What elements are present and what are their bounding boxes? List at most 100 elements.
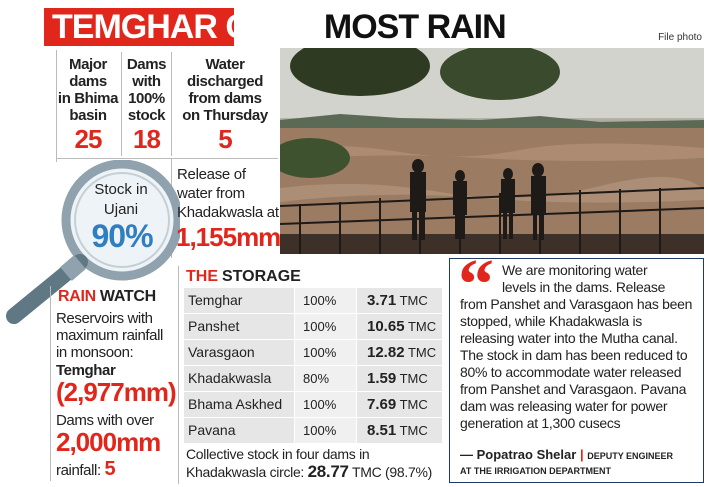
stat-label-line: with [132,73,161,90]
stat-discharged-label: Water discharged from dams on Thursday [172,56,278,124]
dam-percent: 100% [295,340,356,365]
tmc-value: 10.65 [367,318,405,335]
stat-divider [171,52,172,156]
storage-table: Temghar 100% 3.71 TMC Panshet 100% 10.65 TMC… [184,288,442,444]
dam-percent: 100% [295,392,356,417]
dam-tmc: 12.82 TMC [357,340,442,365]
release-label-line: Release of [177,166,246,183]
stat-label-line: Major [68,56,107,73]
ujani-label: Stock in Ujani [86,180,156,220]
headline-highlight [44,8,234,46]
storage-heading-red: THE [186,268,218,285]
dam-percent: 100% [295,314,356,339]
quote-line: releasing water into the Mutha canal. [460,330,678,346]
rain-watch-heading-dark: WATCH [99,288,156,305]
quote-text: We are monitoring water levels in the da… [460,262,698,432]
ujani-label-line: Stock in [94,181,148,198]
stat-label-line: from dams [188,90,262,107]
stat-label-line: 100% [128,90,165,107]
quote-box [449,258,704,483]
stat-full-dams-value: 18 [133,124,161,154]
rain-max-value: (2,977mm) [56,377,177,407]
quote-line-text: levels in the dams. Release [502,279,666,295]
tmc-value: 12.82 [367,344,405,361]
stat-discharged-value: 5 [218,124,232,154]
dam-tmc: 3.71 TMC [357,288,442,313]
tmc-unit: TMC [407,345,437,360]
rain-watch-heading-red: RAIN [58,288,96,305]
dam-tmc: 1.59 TMC [357,366,442,391]
author-name: — Popatrao Shelar [460,447,577,462]
quote-line: from Panshet and Varasgaon. Pavana [460,381,687,397]
tmc-value: 7.69 [367,396,397,413]
quote-line: 80% to accommodate water released [460,364,682,380]
stat-major-dams-label: Major dams in Bhima basin [56,56,120,124]
stat-label-line: basin [69,107,107,124]
dam-tmc: 10.65 TMC [357,314,442,339]
collective-value: 28.77 [307,462,349,481]
rain-watch-rule [50,286,51,481]
headline-part-2: MOST RAIN [323,8,507,46]
quote-line: generation at 1,300 cusecs [460,415,621,431]
ujani-label-line: Ujani [103,201,139,218]
dam-name: Pavana [184,418,294,443]
stat-label-line: dams [69,73,107,90]
magnifier-icon [6,160,180,324]
dam-photo-illustration [280,48,704,254]
tmc-unit: TMC [399,293,428,308]
photo-credit: File photo [658,32,702,43]
collective-prefix: Khadakwasla circle: [186,464,305,480]
quote-line: stopped, while Khadakwasla is [460,313,642,329]
ujani-value: 90% [91,218,153,254]
tmc-value: 8.51 [367,422,397,439]
rain-max-label-line: maximum rainfall [56,327,163,344]
rain-count-line: rainfall: 5 [56,459,116,479]
frame-line [56,50,57,162]
headline: TEMGHAR GETS MOST RAIN [52,6,507,48]
quote-line: We are monitoring water [460,262,698,279]
tmc-unit: TMC [399,397,428,412]
quote-line: dam was releasing water for power [460,398,668,414]
quote-mark-icon: “ [458,244,494,324]
quote-author: — Popatrao Shelar | DEPUTY ENGINEER [460,447,673,462]
dam-photo [280,48,704,254]
tmc-unit: TMC [399,371,428,386]
quote-line: The stock in dam has been reduced to [460,347,688,363]
dam-percent: 100% [295,288,356,313]
storage-heading-dark: STORAGE [222,268,301,285]
stat-label-line: in Bhima [57,90,119,107]
tmc-value: 1.59 [367,370,397,387]
stat-divider [121,52,122,156]
collective-line-2: Khadakwasla circle: 28.77 TMC (98.7%) [186,463,432,481]
rain-max-dam: Temghar [56,362,116,379]
author-role: DEPUTY ENGINEER [587,451,674,461]
dam-tmc: 8.51 TMC [357,418,442,443]
stat-full-dams-label: Dams with 100% stock [122,56,171,124]
dam-tmc: 7.69 TMC [357,392,442,417]
quote-line: levels in the dams. Release [460,279,698,296]
stat-label-line: discharged [186,73,264,90]
stat-label-line: Dams [126,56,167,73]
dam-name: Varasgaon [184,340,294,365]
release-value: 1,155mm [176,222,281,252]
headline-part-1: TEMGHAR GETS [52,8,315,46]
dam-percent: 80% [295,366,356,391]
table-row: Temghar 100% 3.71 TMC [184,288,442,314]
tmc-unit: TMC [407,319,437,334]
dam-name: Khadakwasla [184,366,294,391]
dam-name: Temghar [184,288,294,313]
stat-label-line: stock [127,107,166,124]
quote-line: from Panshet and Varasgaon has been [460,296,693,312]
storage-heading: THE STORAGE [186,268,301,286]
table-row: Khadakwasla 80% 1.59 TMC [184,366,442,392]
stat-major-dams-value: 25 [74,124,103,154]
author-department: AT THE IRRIGATION DEPARTMENT [460,466,611,476]
release-label-line: water from [177,185,245,202]
rain-over-value: 2,000mm [56,427,161,457]
collective-stock: Collective stock in four dams in Khadakw… [186,446,432,481]
author-separator: | [579,447,584,462]
rain-max-label: Reservoirs with maximum rainfall in mons… [56,310,163,361]
rain-watch-heading: RAIN WATCH [58,288,156,306]
collective-line-1: Collective stock in four dams in [186,446,370,462]
stat-label-line: Water [205,56,245,73]
